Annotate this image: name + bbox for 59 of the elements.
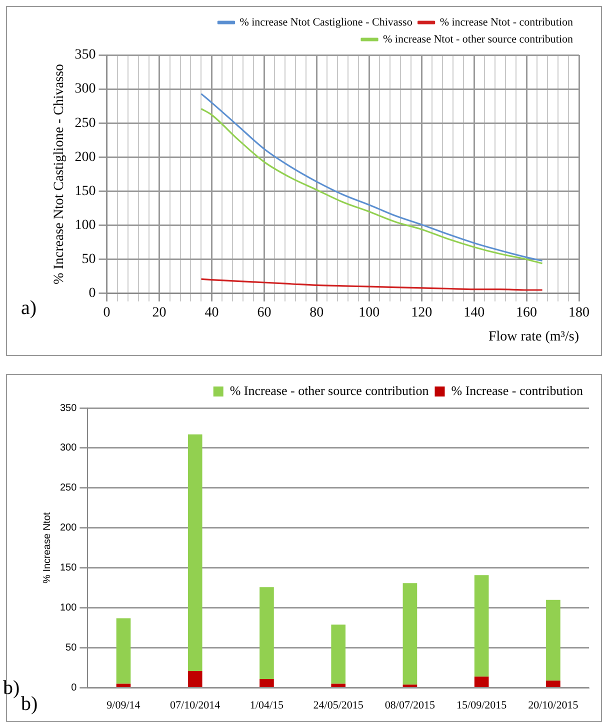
x-tick-label: 120 bbox=[411, 305, 432, 320]
bar bbox=[188, 671, 202, 688]
x-tick-label: 100 bbox=[358, 305, 380, 320]
x-tick-label: 0 bbox=[103, 305, 110, 320]
x-tick-label: 180 bbox=[568, 305, 590, 320]
y-tick-label: 100 bbox=[60, 602, 78, 614]
x-tick-label: 40 bbox=[204, 305, 219, 320]
y-tick-label: 150 bbox=[74, 184, 96, 199]
y-tick-label: 50 bbox=[66, 642, 78, 654]
y-tick-label: 350 bbox=[74, 48, 96, 63]
y-tick-label: 0 bbox=[88, 286, 96, 302]
y-axis-title: % Increase Ntot Castiglione - Chivasso bbox=[52, 64, 68, 284]
y-tick-label: 50 bbox=[82, 252, 96, 268]
bar bbox=[116, 618, 131, 684]
x-tick-label: 60 bbox=[257, 305, 272, 320]
y-tick-label: 350 bbox=[60, 402, 78, 414]
bar bbox=[260, 587, 274, 680]
y-tick-label: 150 bbox=[60, 562, 78, 574]
legend-label: % Increase - contribution bbox=[451, 382, 584, 398]
x-tick-label: 08/07/2015 bbox=[384, 699, 436, 712]
legend-label: % increase Ntot Castiglione - Chivasso bbox=[240, 16, 413, 28]
bar bbox=[474, 676, 489, 688]
legend-label: % Increase - other source contribution bbox=[230, 382, 430, 398]
bar bbox=[331, 624, 346, 684]
bar bbox=[474, 575, 489, 677]
x-tick-label: 1/04/15 bbox=[250, 699, 284, 712]
text: b) bbox=[21, 693, 38, 716]
x-tick-label: 9/09/14 bbox=[106, 699, 141, 712]
x-axis-title: Flow rate (m³/s) bbox=[488, 329, 580, 344]
x-tick-label: 15/09/2015 bbox=[456, 699, 508, 712]
text: a) bbox=[21, 297, 37, 320]
legend-label: % increase Ntot - other source contribution bbox=[383, 33, 574, 46]
line-series bbox=[200, 278, 544, 291]
x-tick-label: 20/10/2015 bbox=[528, 699, 579, 712]
bar bbox=[402, 583, 418, 685]
y-tick-label: 300 bbox=[60, 442, 78, 454]
x-tick-label: 24/05/2015 bbox=[313, 699, 364, 712]
bar bbox=[546, 600, 560, 681]
y-tick-label: 300 bbox=[74, 82, 96, 97]
x-tick-label: 140 bbox=[464, 305, 485, 320]
y-tick-label: 200 bbox=[74, 150, 96, 165]
y-tick-label: 100 bbox=[74, 218, 96, 233]
text: b) bbox=[3, 677, 20, 700]
x-tick-label: 80 bbox=[310, 305, 324, 320]
y-tick-label: 250 bbox=[60, 482, 78, 494]
y-tick-label: 0 bbox=[71, 682, 78, 694]
x-tick-label: 20 bbox=[152, 305, 166, 320]
y-axis-title: % Increase Ntot bbox=[42, 512, 53, 584]
bar bbox=[116, 684, 131, 688]
y-tick-label: 200 bbox=[60, 522, 78, 534]
x-tick-label: 07/10/2014 bbox=[170, 699, 221, 712]
bar bbox=[402, 684, 418, 688]
bar bbox=[546, 680, 560, 688]
bar bbox=[331, 684, 346, 688]
bar bbox=[188, 434, 202, 672]
bar bbox=[260, 679, 274, 688]
y-tick-label: 250 bbox=[74, 116, 96, 131]
x-tick-label: 160 bbox=[516, 305, 538, 320]
legend-label: % increase Ntot - contribution bbox=[440, 16, 574, 28]
